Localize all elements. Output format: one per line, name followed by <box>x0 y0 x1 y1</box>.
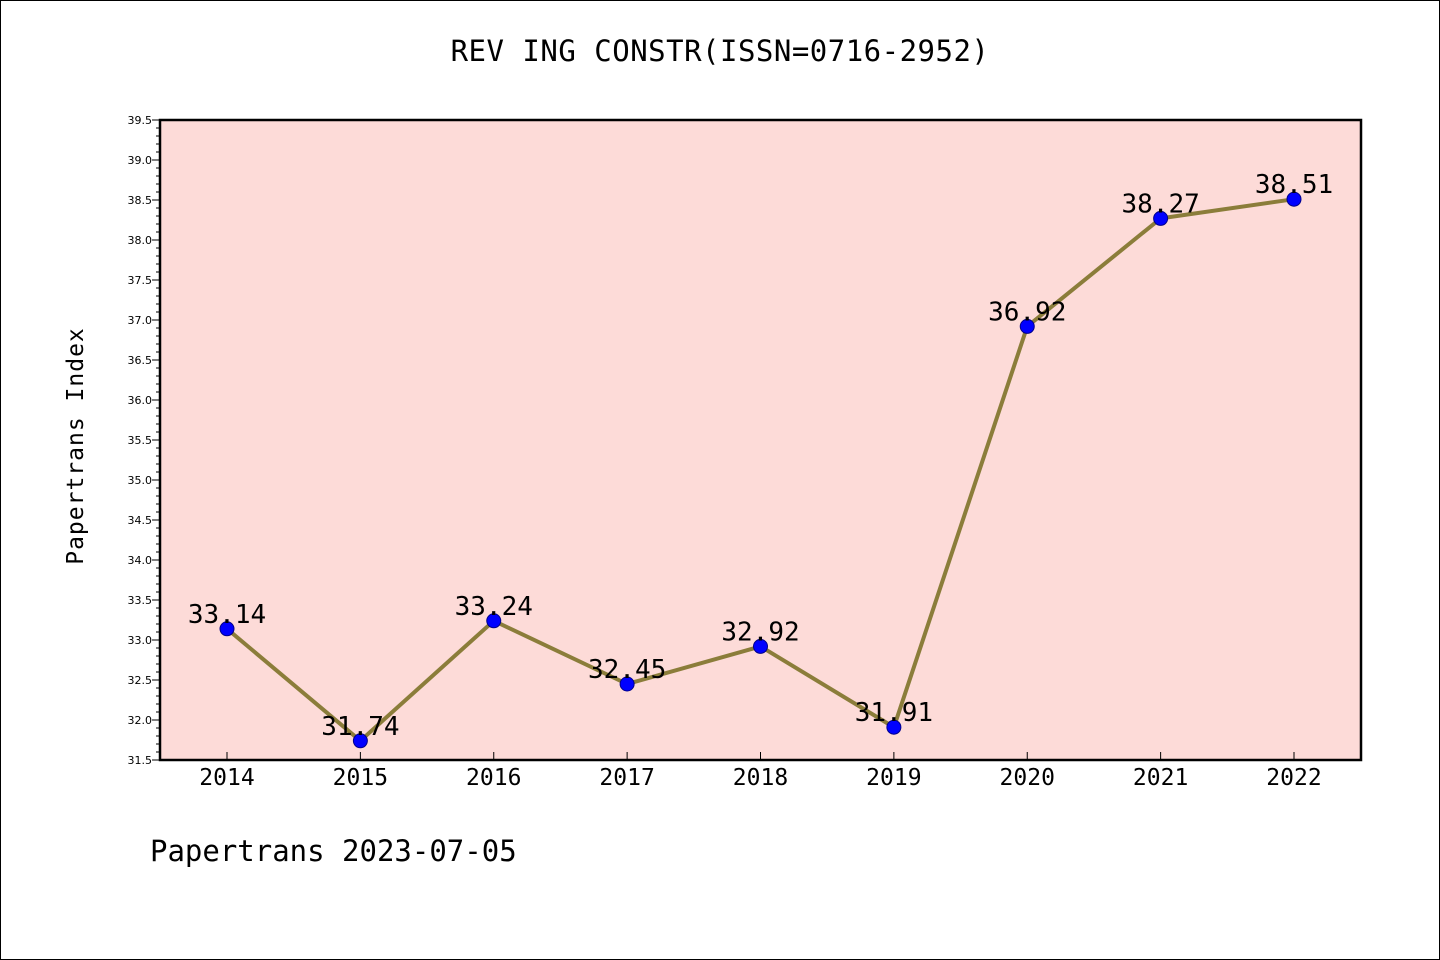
chart-title: REV ING CONSTR(ISSN=0716-2952) <box>450 34 990 68</box>
plot-border <box>158 118 1363 762</box>
x-tick-label: 2016 <box>466 765 521 791</box>
y-tick-label: 35.5 <box>128 434 153 447</box>
data-point <box>886 719 902 735</box>
y-tick-label: 36.5 <box>128 354 153 367</box>
y-axis: 31.5 32.0 32.5 33.0 33.5 34.0 34.5 35.0 35.5 36.0… <box>128 114 160 767</box>
data-point <box>486 613 502 629</box>
data-point <box>1153 210 1169 226</box>
y-tick-label: 33.5 <box>128 594 153 607</box>
y-tick-label: 39.0 <box>128 154 153 167</box>
y-tick-label: 38.5 <box>128 194 153 207</box>
y-tick-label: 31.5 <box>128 754 153 767</box>
data-label: 32.92 <box>721 617 799 647</box>
data-label: 31.91 <box>855 698 933 728</box>
y-tick-label: 35.0 <box>128 474 153 487</box>
data-label: 31.74 <box>321 712 399 742</box>
data-point <box>1286 191 1302 207</box>
x-tick-label: 2019 <box>866 765 921 791</box>
x-tick-label: 2021 <box>1133 765 1188 791</box>
y-tick-label: 32.0 <box>128 714 153 727</box>
y-tick-label: 38.0 <box>128 234 153 247</box>
data-labels: 33.14 31.74 33.24 32.45 32.92 31.91 36.92 38.27… <box>188 170 1333 742</box>
y-tick-label: 39.5 <box>128 114 153 127</box>
y-tick-label: 37.5 <box>128 274 153 287</box>
y-tick-label: 33.0 <box>128 634 153 647</box>
data-point <box>619 676 635 692</box>
y-tick-label: 32.5 <box>128 674 153 687</box>
footer-credit: Papertrans 2023-07-05 <box>150 834 517 868</box>
data-point <box>753 638 768 654</box>
data-point <box>219 621 235 637</box>
x-axis: 2014 2015 2016 2017 2018 2019 2020 2021 2022 <box>199 752 1322 791</box>
data-markers <box>219 191 1302 749</box>
y-tick-label: 34.5 <box>128 514 153 527</box>
data-point <box>352 733 368 749</box>
x-tick-label: 2022 <box>1266 765 1321 791</box>
data-label: 33.24 <box>455 592 533 622</box>
data-label: 33.14 <box>188 600 266 630</box>
data-label: 32.45 <box>588 655 666 685</box>
y-tick-label: 37.0 <box>128 314 153 327</box>
x-tick-label: 2018 <box>733 765 788 791</box>
data-point <box>1019 318 1035 334</box>
x-tick-label: 2014 <box>199 765 254 791</box>
x-tick-label: 2017 <box>599 765 654 791</box>
y-tick-label: 34.0 <box>128 554 153 567</box>
data-label: 36.92 <box>988 297 1066 327</box>
x-tick-label: 2015 <box>333 765 388 791</box>
y-tick-label: 36.0 <box>128 394 153 407</box>
data-label: 38.27 <box>1121 189 1199 219</box>
x-tick-label: 2020 <box>1000 765 1055 791</box>
data-label: 38.51 <box>1255 170 1333 200</box>
